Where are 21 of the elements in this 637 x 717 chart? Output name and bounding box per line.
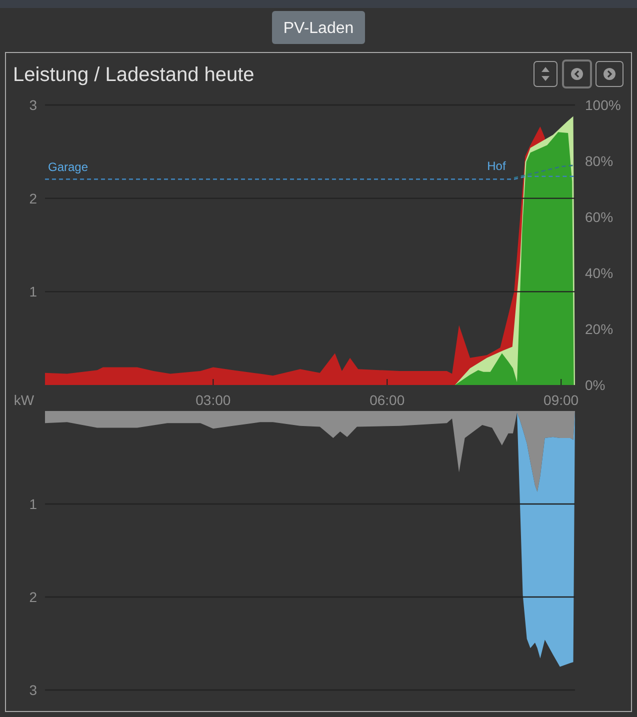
x-tick-label: 06:00 [370, 392, 405, 408]
y2-tick-label: 0% [585, 377, 606, 393]
series-label: Garage [48, 160, 88, 174]
series-label: Hof [487, 158, 506, 173]
y-tick-label: 1 [29, 284, 38, 300]
y2-tick-label: 80% [585, 153, 614, 169]
chart-title: Leistung / Ladestand heute [13, 64, 254, 86]
y-tick-label: 3 [29, 682, 38, 698]
y2-tick-label: 100% [585, 97, 621, 113]
y2-tick-label: 40% [585, 265, 614, 281]
y-tick-label: 3 [29, 97, 38, 113]
y-tick-label: 1 [29, 496, 38, 512]
y-tick-label: 2 [29, 190, 38, 206]
line-series [513, 164, 576, 178]
x-tick-label: 03:00 [196, 392, 231, 408]
y2-tick-label: 20% [585, 321, 614, 337]
y-axis-title: kW [14, 392, 35, 408]
x-tick-label: 09:00 [544, 392, 579, 408]
y2-tick-label: 60% [585, 209, 614, 225]
y-tick-label: 2 [29, 589, 38, 605]
text: PV-Laden [283, 20, 354, 37]
